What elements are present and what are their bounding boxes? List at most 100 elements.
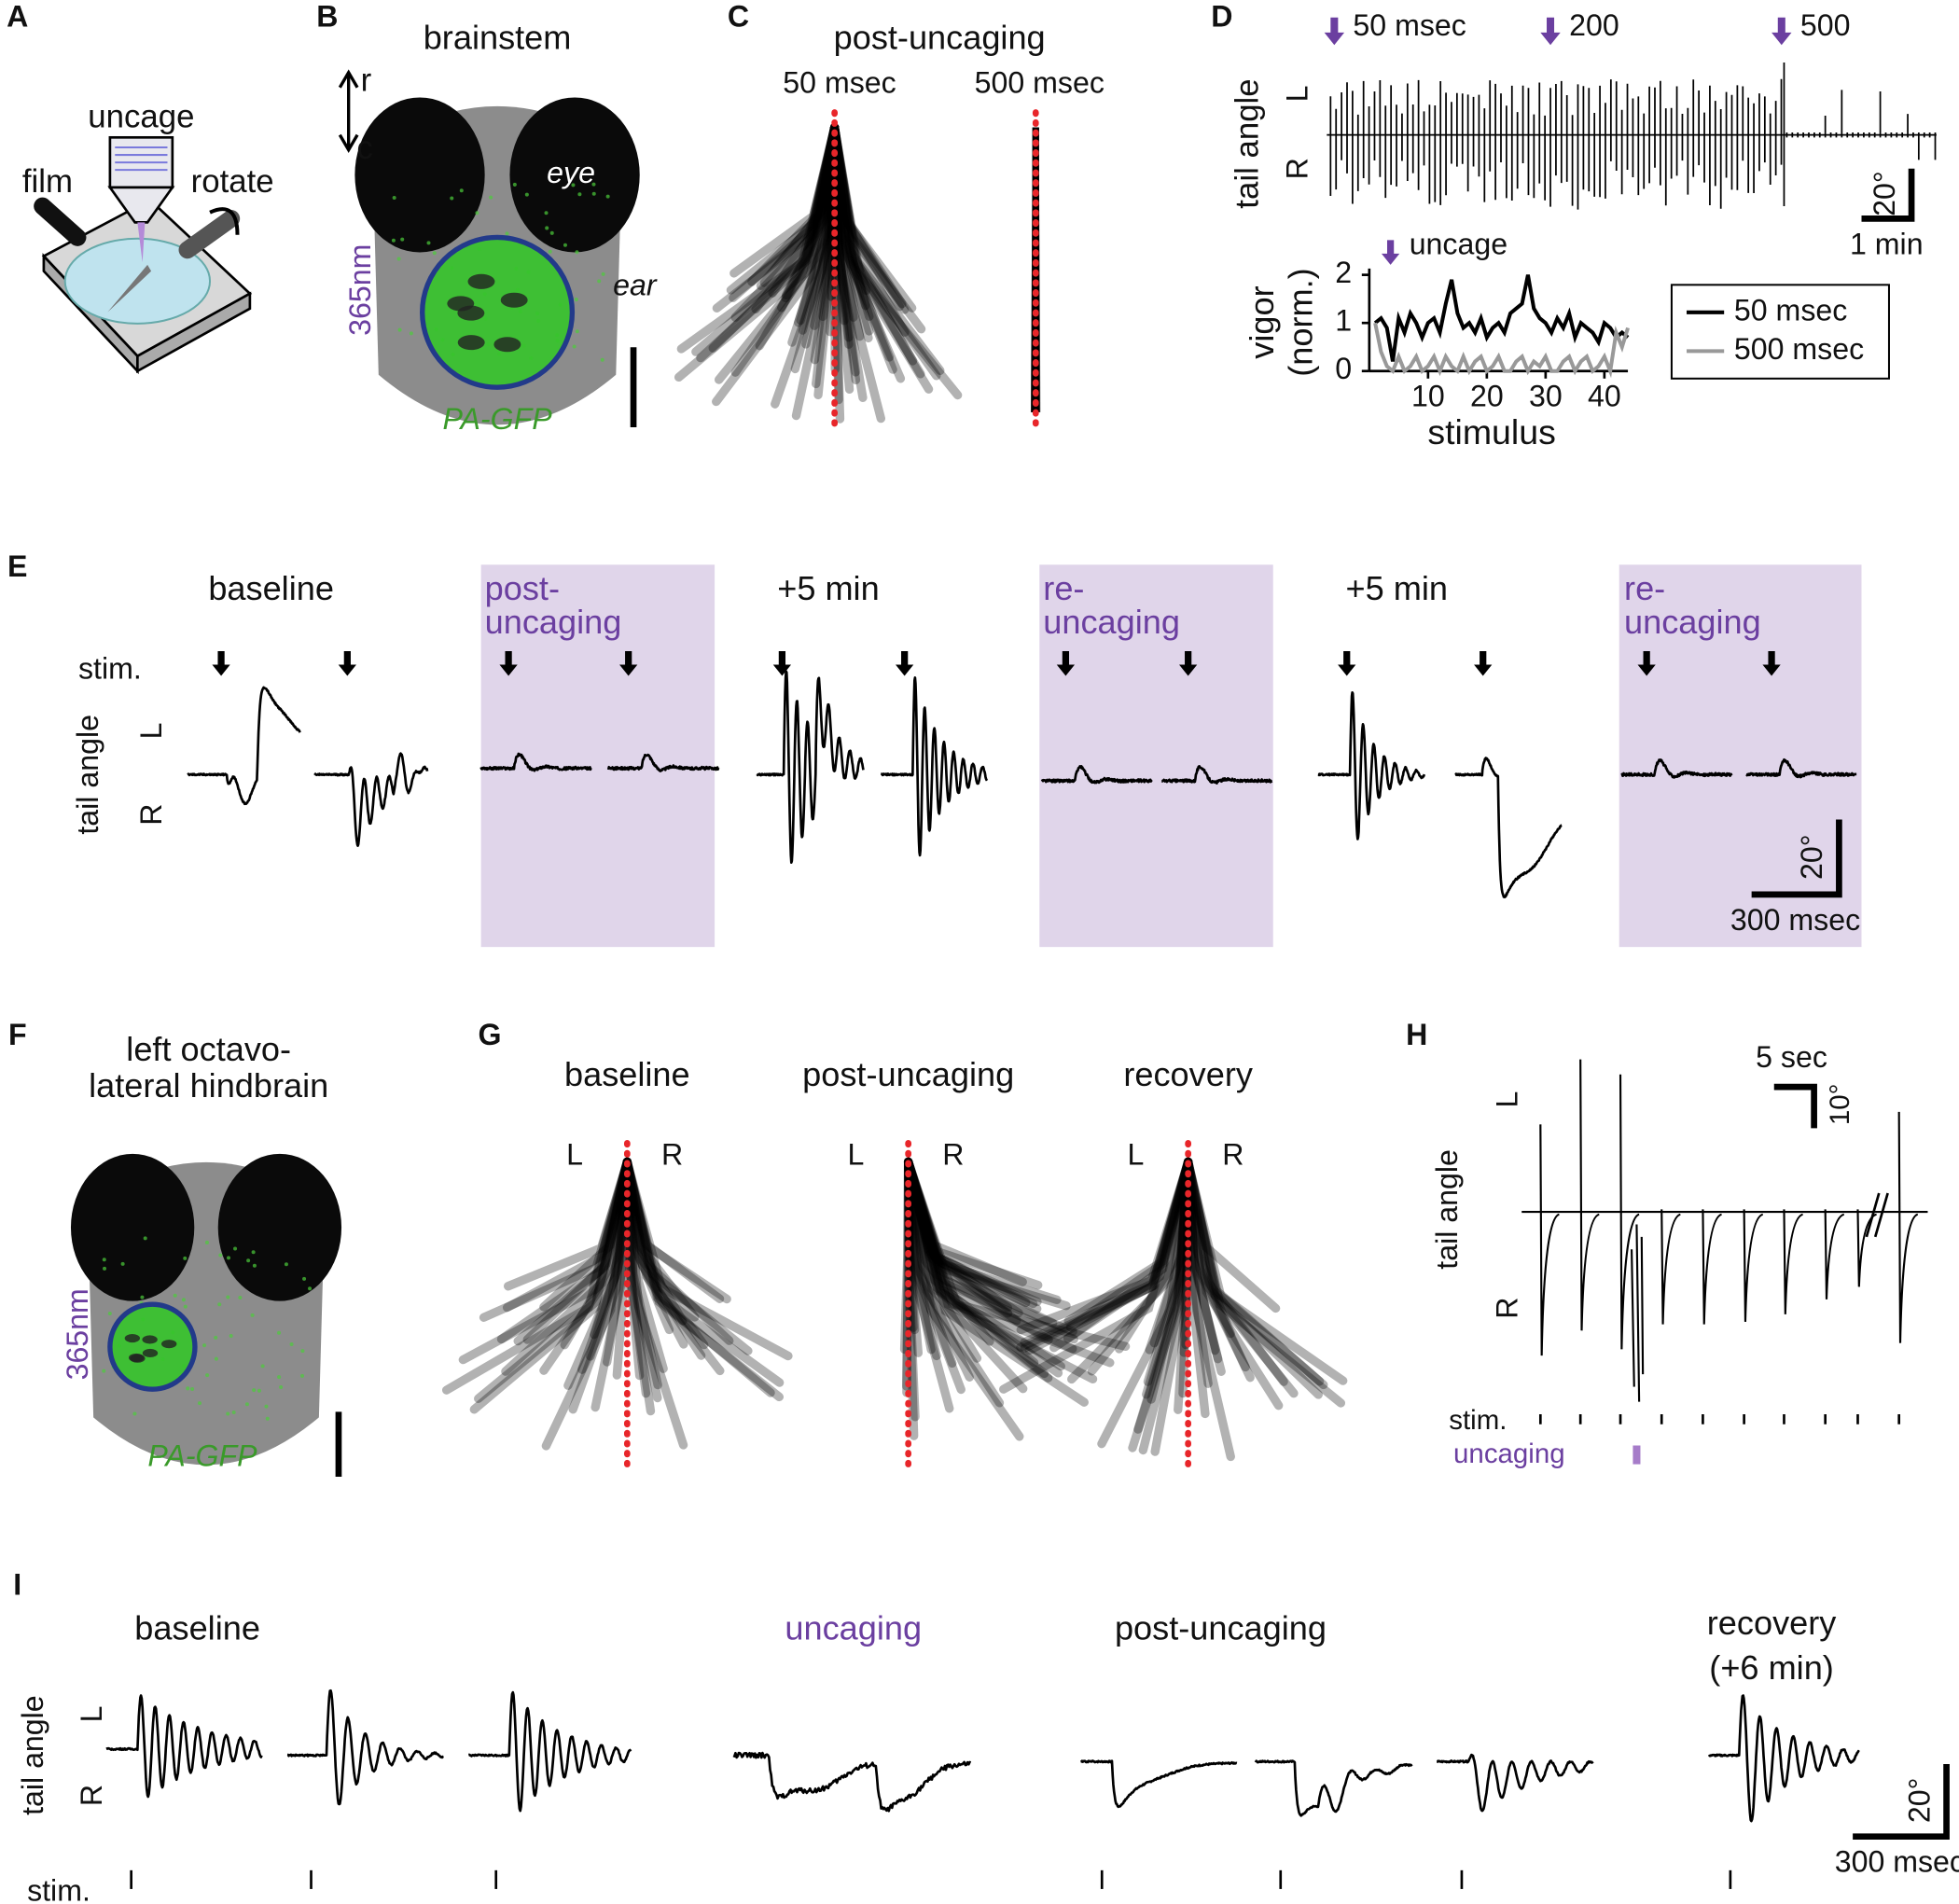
gfp-region xyxy=(422,237,573,388)
tail-posture xyxy=(903,1157,966,1395)
eye xyxy=(217,1153,342,1301)
condition-label: +5 min xyxy=(1346,569,1448,607)
scale-label: 20° xyxy=(1868,171,1901,216)
gfp-speck xyxy=(605,194,610,199)
tail-posture xyxy=(1183,1157,1284,1411)
tail-posture xyxy=(903,1157,1021,1326)
tail-posture xyxy=(622,1157,709,1350)
stim-arrow xyxy=(1762,651,1781,676)
uncaging-shade xyxy=(1619,564,1862,948)
tail-posture xyxy=(730,122,840,322)
tail-posture xyxy=(622,1157,645,1381)
gfp-speck xyxy=(396,257,401,261)
label: R xyxy=(75,1785,108,1806)
tail-posture xyxy=(768,122,840,298)
tail-posture xyxy=(568,1157,632,1414)
tail-posture xyxy=(1138,1157,1193,1455)
tail-posture xyxy=(1049,1157,1193,1353)
gfp-speck xyxy=(400,237,405,242)
tail-posture xyxy=(782,122,840,300)
tail-posture xyxy=(622,1157,775,1397)
x-tick-label: 10 xyxy=(1411,380,1445,413)
tail-posture xyxy=(541,1157,632,1451)
panel-label: B xyxy=(316,0,338,34)
label: L xyxy=(134,723,168,740)
tail-posture xyxy=(1183,1157,1299,1398)
label: tail angle xyxy=(1430,1149,1464,1270)
condition-label: recovery xyxy=(1123,1055,1253,1093)
tail-posture xyxy=(903,1157,994,1346)
uncage-circle xyxy=(420,234,576,390)
gfp-speck xyxy=(265,1416,270,1421)
annotation: uncage xyxy=(1410,227,1507,260)
y-tick-label: 2 xyxy=(1335,256,1352,289)
gfp-speck xyxy=(226,1295,230,1299)
gfp-speck xyxy=(597,279,602,284)
gfp-speck xyxy=(591,182,596,187)
condition-label: uncaging xyxy=(485,603,622,641)
gfp-speck xyxy=(563,243,567,247)
condition-label: baseline xyxy=(564,1055,690,1093)
scale-bar xyxy=(1861,168,1915,222)
tail-posture xyxy=(903,1157,1038,1309)
tail-posture xyxy=(829,122,917,313)
tail-posture xyxy=(676,122,840,354)
tail-posture xyxy=(691,122,840,356)
tail-trace xyxy=(732,1751,972,1813)
gfp-speck xyxy=(218,1253,223,1258)
tail-posture xyxy=(903,1157,1027,1286)
tail-posture xyxy=(622,1157,688,1349)
tail-posture xyxy=(791,122,840,421)
tissue xyxy=(457,305,485,321)
tail-posture xyxy=(829,122,858,322)
label: left octavo- xyxy=(126,1030,291,1068)
tail-posture xyxy=(829,122,910,337)
tail-posture xyxy=(622,1157,753,1355)
gfp-speck xyxy=(475,211,479,215)
uncaging-bar xyxy=(1632,1445,1641,1465)
label: R xyxy=(1222,1138,1243,1172)
gfp-speck xyxy=(577,192,582,197)
tail-posture xyxy=(829,122,905,312)
tail-posture xyxy=(903,1157,1043,1290)
gfp-speck xyxy=(300,1349,305,1354)
tail-posture xyxy=(903,1157,1077,1354)
gfp-speck xyxy=(600,357,604,362)
label: L xyxy=(1280,86,1313,103)
tail-posture xyxy=(622,1157,662,1390)
eye xyxy=(509,97,640,253)
tail-posture xyxy=(1183,1157,1288,1386)
tail-posture xyxy=(504,1157,632,1291)
eye xyxy=(354,97,485,253)
tail-trace xyxy=(313,752,429,848)
tail-posture xyxy=(522,1157,632,1344)
label: L xyxy=(1490,1091,1523,1108)
gfp-speck xyxy=(214,1356,218,1361)
gfp-speck xyxy=(120,1261,125,1266)
tail-posture xyxy=(622,1157,725,1376)
gfp-speck xyxy=(143,1236,147,1241)
scale-label: 300 msec xyxy=(1730,903,1860,937)
tail-posture xyxy=(708,122,840,353)
gfp-speck xyxy=(279,1385,284,1390)
scale-bar xyxy=(1751,819,1842,898)
label: R xyxy=(134,804,168,826)
gfp-speck xyxy=(205,1373,210,1378)
tissue xyxy=(124,1333,141,1343)
gfp-speck xyxy=(198,1401,202,1406)
gfp-speck xyxy=(302,1276,307,1281)
tail-posture xyxy=(903,1157,1098,1383)
scale-label: 300 msec xyxy=(1835,1845,1959,1879)
tail-posture xyxy=(577,1157,632,1374)
tissue xyxy=(457,335,485,351)
stim-arrow xyxy=(772,651,792,676)
scale-label: 10° xyxy=(1825,1084,1855,1126)
condition-label: uncaging xyxy=(1624,603,1761,641)
tail-posture xyxy=(1150,1157,1193,1456)
tail-posture xyxy=(759,122,840,287)
label: L xyxy=(1127,1138,1144,1172)
tail-posture xyxy=(441,1157,632,1395)
gfp-speck xyxy=(246,1258,251,1263)
larva xyxy=(107,264,152,313)
